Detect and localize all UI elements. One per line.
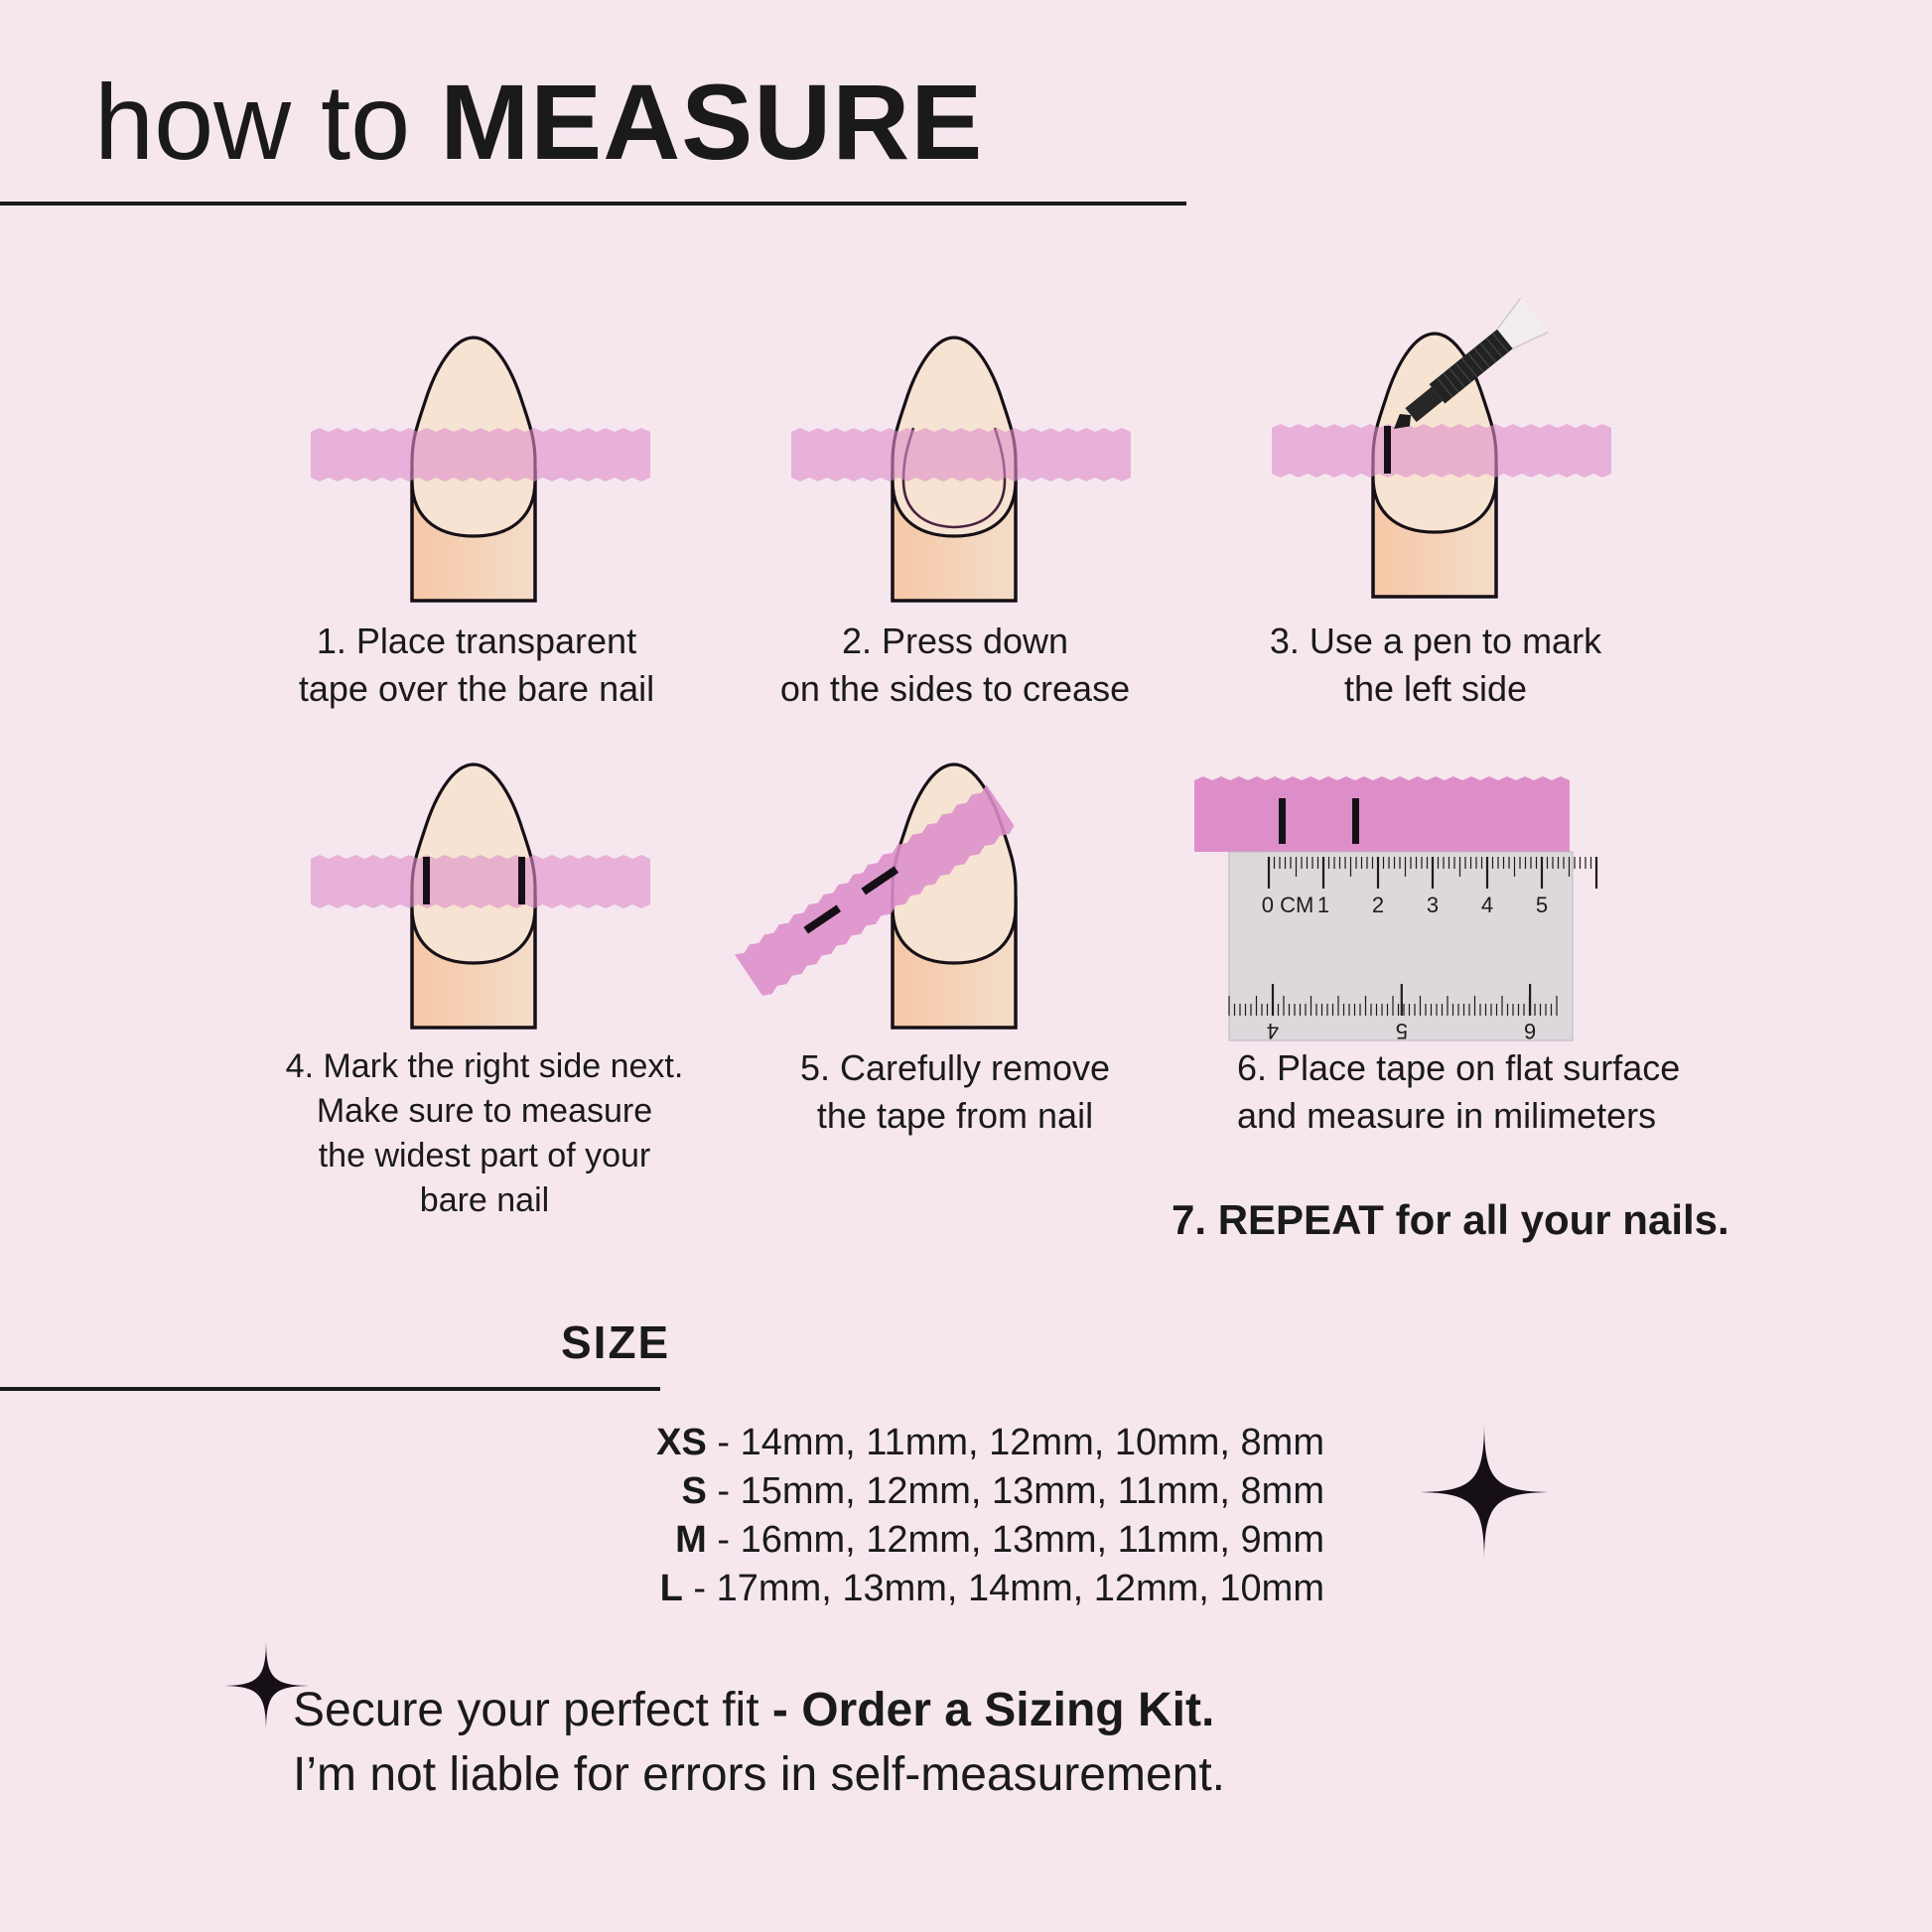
svg-text:1: 1 <box>1317 893 1329 917</box>
svg-text:2: 2 <box>1372 893 1384 917</box>
svg-text:5: 5 <box>1536 893 1548 917</box>
svg-text:4: 4 <box>1267 1019 1279 1043</box>
svg-text:6: 6 <box>1524 1019 1536 1043</box>
svg-text:5: 5 <box>1396 1019 1408 1043</box>
svg-text:0 CM: 0 CM <box>1262 893 1314 917</box>
svg-text:4: 4 <box>1481 893 1493 917</box>
svg-text:3: 3 <box>1427 893 1439 917</box>
